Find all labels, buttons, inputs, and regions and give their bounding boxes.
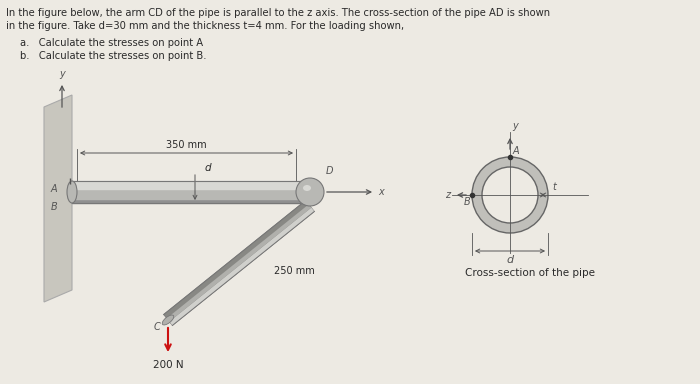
Circle shape bbox=[296, 178, 324, 206]
Ellipse shape bbox=[67, 181, 77, 203]
Text: A: A bbox=[50, 184, 57, 194]
Text: B: B bbox=[463, 197, 470, 207]
Text: B: B bbox=[50, 202, 57, 212]
Circle shape bbox=[482, 167, 538, 223]
Polygon shape bbox=[164, 200, 314, 326]
Polygon shape bbox=[169, 208, 314, 326]
Ellipse shape bbox=[162, 315, 174, 325]
Text: 250 mm: 250 mm bbox=[274, 266, 315, 276]
Polygon shape bbox=[44, 95, 72, 302]
Text: Cross-section of the pipe: Cross-section of the pipe bbox=[465, 268, 595, 278]
Text: in the figure. Take d=30 mm and the thickness t=4 mm. For the loading shown,: in the figure. Take d=30 mm and the thic… bbox=[6, 21, 404, 31]
Ellipse shape bbox=[303, 185, 311, 191]
Text: z: z bbox=[445, 190, 450, 200]
Text: y: y bbox=[512, 121, 518, 131]
Text: C: C bbox=[153, 322, 160, 332]
Circle shape bbox=[472, 157, 548, 233]
Text: t: t bbox=[552, 182, 556, 192]
Text: x: x bbox=[378, 187, 384, 197]
Text: 200 N: 200 N bbox=[153, 360, 183, 370]
Text: A: A bbox=[513, 146, 519, 156]
Text: 350 mm: 350 mm bbox=[166, 140, 206, 150]
Text: d: d bbox=[205, 163, 211, 173]
Text: In the figure below, the arm CD of the pipe is parallel to the z axis. The cross: In the figure below, the arm CD of the p… bbox=[6, 8, 550, 18]
Text: d: d bbox=[506, 255, 514, 265]
Text: D: D bbox=[326, 166, 333, 176]
Polygon shape bbox=[167, 204, 312, 322]
Text: b.   Calculate the stresses on point B.: b. Calculate the stresses on point B. bbox=[20, 51, 206, 61]
Text: a.   Calculate the stresses on point A: a. Calculate the stresses on point A bbox=[20, 38, 203, 48]
Text: y: y bbox=[59, 69, 65, 79]
